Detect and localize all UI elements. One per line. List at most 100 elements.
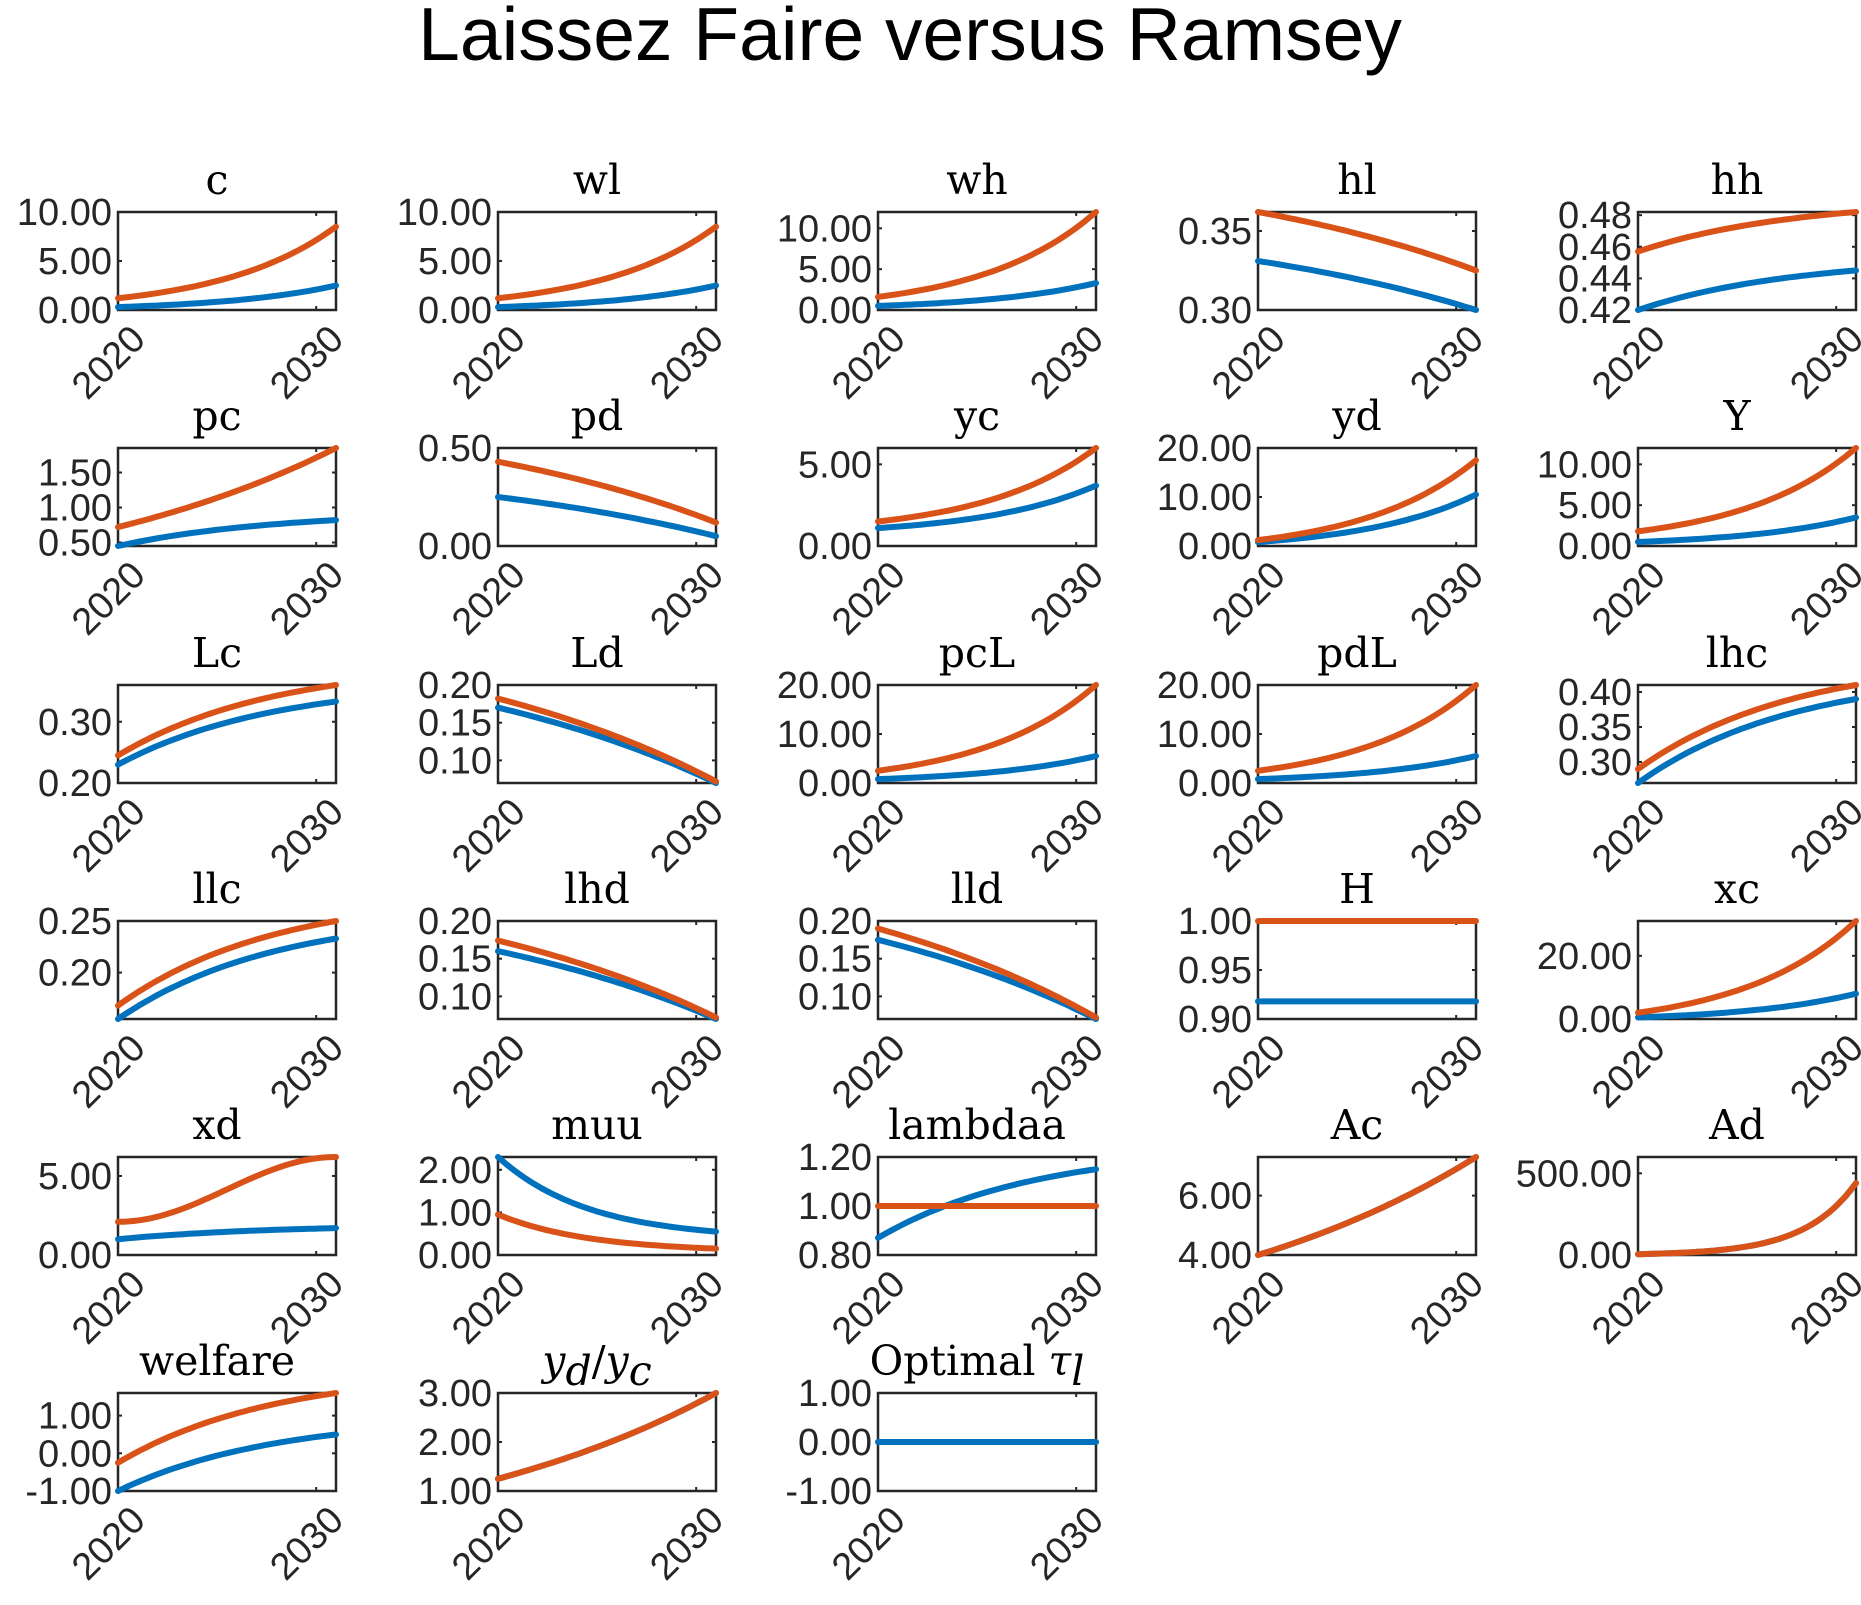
subplot-title: lhc <box>1706 629 1768 677</box>
y-tick-label: 0.00 <box>418 290 492 332</box>
series-line-2 <box>1255 1154 1479 1258</box>
series-line-2 <box>1635 1180 1859 1258</box>
y-tick-label: 2.00 <box>418 1422 492 1464</box>
y-tick-label: 0.46 <box>1558 227 1632 269</box>
y-tick-label: 0.00 <box>38 1433 112 1475</box>
x-tick-label: 2020 <box>444 1027 533 1116</box>
y-tick-label: 1.50 <box>38 453 112 495</box>
subplot-title: H <box>1339 865 1375 913</box>
subplot-title: llc <box>192 865 241 913</box>
y-tick-label: 1.00 <box>418 1192 492 1234</box>
y-tick-label: 0.00 <box>418 1235 492 1277</box>
series-line-2 <box>495 458 719 526</box>
series-line-2 <box>1255 457 1479 544</box>
axes-frame <box>116 1155 338 1257</box>
series-line-2 <box>115 445 339 531</box>
x-tick-label: 2030 <box>642 318 731 407</box>
y-tick-label: 0.00 <box>1558 1235 1632 1277</box>
subplot-title: Ac <box>1330 1101 1384 1149</box>
series-line-1 <box>875 482 1099 531</box>
subplot-title: pdL <box>1317 629 1397 677</box>
series-line-2 <box>115 1390 339 1466</box>
y-tick-label: 0.00 <box>1558 526 1632 568</box>
y-tick-label: 0.50 <box>418 428 492 470</box>
series-line-1 <box>875 280 1099 309</box>
subplot-title: hl <box>1337 156 1377 204</box>
x-tick-label: 2030 <box>642 1499 731 1588</box>
series-line-1 <box>1635 696 1859 786</box>
y-tick-label: 5.00 <box>798 249 872 291</box>
series-line-1 <box>115 1431 339 1494</box>
series-line-2 <box>1635 682 1859 772</box>
series-line-2 <box>495 223 719 302</box>
y-tick-label: 10.00 <box>1157 714 1252 756</box>
x-tick-label: 2030 <box>1782 318 1861 407</box>
y-tick-label: 10.00 <box>17 192 112 234</box>
x-tick-label: 2030 <box>1022 791 1111 880</box>
series-line-2 <box>875 445 1099 525</box>
y-tick-label: 1.00 <box>798 1186 872 1228</box>
subplot-title: lambdaa <box>888 1101 1066 1149</box>
series-line-2 <box>495 937 719 1021</box>
x-tick-label: 2030 <box>1402 791 1491 880</box>
subplot-title: muu <box>551 1101 643 1149</box>
y-tick-label: 0.30 <box>38 702 112 744</box>
y-tick-label: 0.00 <box>38 1235 112 1277</box>
series-line-1 <box>875 936 1099 1022</box>
y-tick-label: 0.25 <box>38 901 112 943</box>
series-line-2 <box>495 695 719 785</box>
series-line-1 <box>875 1166 1099 1241</box>
axes-frame <box>876 210 1098 312</box>
series-line-2 <box>115 918 339 1009</box>
x-tick-label: 2020 <box>444 791 533 880</box>
x-tick-label: 2020 <box>1584 791 1673 880</box>
y-tick-label: 20.00 <box>777 665 872 707</box>
subplot-title: Optimal τl <box>870 1337 1085 1395</box>
y-tick-label: 0.80 <box>798 1235 872 1277</box>
subplot-title: yd/yc <box>540 1337 651 1395</box>
y-tick-label: 5.00 <box>418 241 492 283</box>
series-line-2 <box>1635 445 1859 535</box>
series-line-2 <box>495 1211 719 1252</box>
y-tick-label: 10.00 <box>397 192 492 234</box>
y-tick-label: 0.15 <box>418 703 492 745</box>
series-line-2 <box>115 682 339 759</box>
y-tick-label: 1.00 <box>798 1373 872 1415</box>
x-tick-label: 2030 <box>262 791 351 880</box>
axes-frame <box>1636 446 1858 548</box>
y-tick-label: 0.00 <box>418 526 492 568</box>
subplot-title: pd <box>571 392 624 440</box>
subplot-title: c <box>206 156 229 204</box>
subplot-title: Lc <box>192 629 242 677</box>
y-tick-label: 5.00 <box>38 241 112 283</box>
axes-frame <box>1636 1155 1858 1257</box>
series-line-1 <box>495 494 719 540</box>
subplot-title: yc <box>953 392 1000 440</box>
subplot-17: 0.100.150.20 2020 2030 lhd <box>418 865 732 1116</box>
y-tick-label: 10.00 <box>777 208 872 250</box>
axes-frame <box>1256 1155 1478 1257</box>
subplot-12: 0.100.150.20 2020 2030 Ld <box>418 629 732 880</box>
y-tick-label: 0.35 <box>1178 211 1252 253</box>
series-line-1 <box>1255 491 1479 546</box>
x-tick-label: 2030 <box>1022 554 1111 643</box>
subplot-title: wh <box>946 156 1008 204</box>
y-tick-label: 20.00 <box>1537 936 1632 978</box>
subplot-title: welfare <box>139 1337 295 1385</box>
series-line-1 <box>115 282 339 311</box>
x-tick-label: 2030 <box>262 554 351 643</box>
series-line-2 <box>875 209 1099 300</box>
series-line-1 <box>1635 514 1859 545</box>
subplot-6: 0.501.001.50 2020 2030 pc <box>38 392 352 643</box>
